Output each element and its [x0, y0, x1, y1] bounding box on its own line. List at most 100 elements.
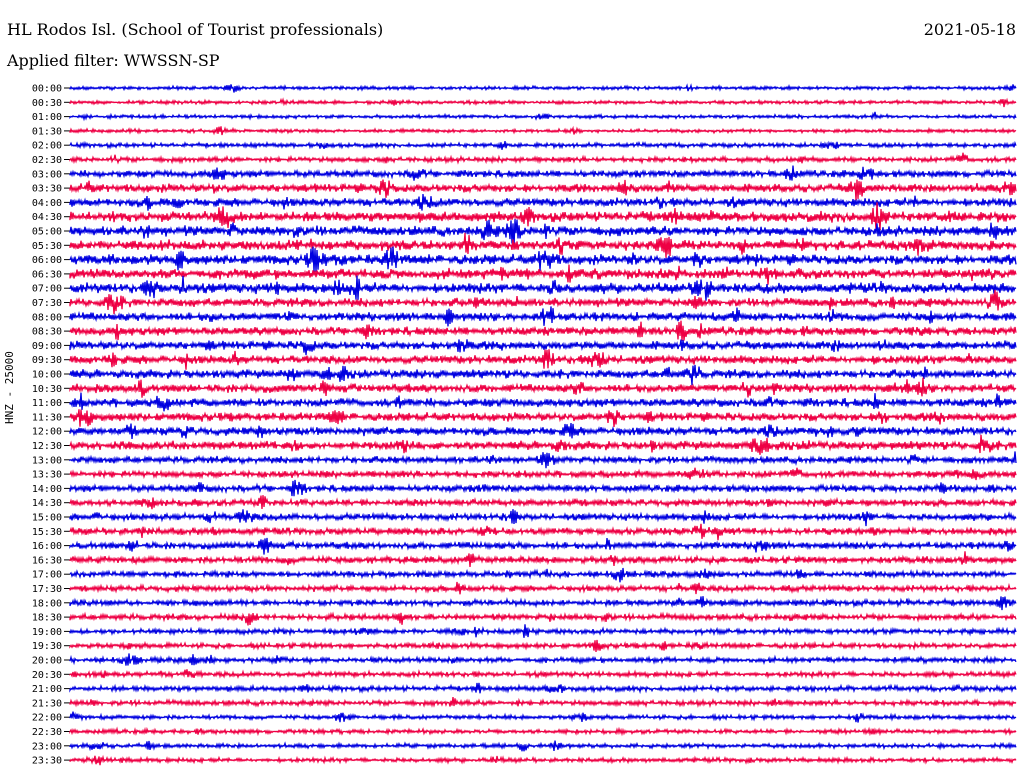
seismic-trace [69, 479, 1017, 497]
time-label: 20:30 [32, 670, 62, 681]
seismic-trace [69, 264, 1017, 285]
seismic-trace [69, 179, 1017, 201]
time-label: 14:30 [32, 498, 62, 509]
seismic-trace [69, 409, 1017, 427]
seismic-trace [69, 551, 1017, 568]
filter-label: Applied filter: WWSSN-SP [7, 51, 220, 70]
seismic-trace [69, 740, 1017, 752]
seismic-trace [69, 697, 1017, 709]
seismic-trace [69, 422, 1017, 440]
seismic-trace [69, 193, 1017, 211]
seismic-trace [69, 495, 1017, 510]
seismic-trace [69, 639, 1017, 652]
time-label: 23:00 [32, 741, 62, 752]
time-label: 01:30 [32, 126, 62, 137]
time-label: 08:00 [32, 312, 62, 323]
seismic-trace [69, 726, 1017, 737]
seismic-trace [69, 467, 1017, 481]
time-label: 03:30 [32, 184, 62, 195]
time-label: 05:00 [32, 227, 62, 238]
seismic-trace [69, 306, 1017, 327]
time-label: 13:00 [32, 455, 62, 466]
seismic-trace [69, 611, 1017, 626]
time-label: 06:00 [32, 255, 62, 266]
seismic-trace [69, 320, 1017, 341]
time-label: 14:00 [32, 484, 62, 495]
time-label: 02:00 [32, 141, 62, 152]
time-label: 00:00 [32, 84, 62, 95]
seismic-trace [69, 581, 1017, 595]
time-label: 18:00 [32, 598, 62, 609]
time-label: 19:30 [32, 641, 62, 652]
time-label: 12:30 [32, 441, 62, 452]
seismic-trace [69, 567, 1017, 583]
time-label: 09:30 [32, 355, 62, 366]
time-label: 21:00 [32, 684, 62, 695]
seismic-trace [69, 364, 1017, 386]
seismic-trace [69, 219, 1017, 247]
seismic-trace [69, 711, 1017, 723]
time-label: 07:30 [32, 298, 62, 309]
seismic-trace [69, 275, 1017, 301]
time-label: 05:30 [32, 241, 62, 252]
time-label: 11:00 [32, 398, 62, 409]
seismic-trace [69, 246, 1017, 273]
seismic-trace [69, 509, 1017, 527]
seismic-trace [69, 537, 1017, 555]
time-label: 02:30 [32, 155, 62, 166]
seismic-trace [69, 202, 1017, 231]
time-label: 17:00 [32, 570, 62, 581]
seismic-trace [69, 682, 1017, 695]
seismic-trace [69, 451, 1017, 469]
seismic-trace [69, 754, 1017, 766]
time-label: 20:00 [32, 656, 62, 667]
time-label: 00:30 [32, 98, 62, 109]
seismic-trace [69, 624, 1017, 638]
time-label: 10:30 [32, 384, 62, 395]
time-label: 03:00 [32, 169, 62, 180]
seismic-trace [69, 97, 1017, 108]
time-label: 19:00 [32, 627, 62, 638]
time-label: 04:30 [32, 212, 62, 223]
seismic-trace [69, 668, 1017, 680]
time-label: 01:00 [32, 112, 62, 123]
seismic-trace [69, 523, 1017, 541]
seismic-trace [69, 653, 1017, 666]
time-label: 22:00 [32, 713, 62, 724]
seismic-trace [69, 140, 1017, 150]
seismic-trace [69, 596, 1017, 611]
time-label: 18:30 [32, 613, 62, 624]
seismic-trace [69, 125, 1017, 136]
seismic-trace [69, 392, 1017, 412]
seismic-trace [69, 111, 1017, 122]
station-title: HL Rodos Isl. (School of Tourist profess… [7, 20, 384, 39]
time-label: 16:30 [32, 555, 62, 566]
time-label: 08:30 [32, 327, 62, 338]
seismic-trace [69, 339, 1017, 356]
time-label: 13:30 [32, 470, 62, 481]
time-label: 09:00 [32, 341, 62, 352]
seismic-trace [69, 434, 1017, 455]
seismic-trace [69, 377, 1017, 398]
seismic-trace [69, 152, 1017, 165]
seismic-trace [69, 165, 1017, 181]
time-label: 10:00 [32, 370, 62, 381]
time-label: 04:00 [32, 198, 62, 209]
seismic-trace [69, 349, 1017, 370]
time-label: 15:30 [32, 527, 62, 538]
time-label: 22:30 [32, 727, 62, 738]
time-label: 12:00 [32, 427, 62, 438]
time-label: 11:30 [32, 412, 62, 423]
seismic-trace [69, 289, 1017, 315]
seismic-trace [69, 83, 1017, 93]
time-label: 15:00 [32, 513, 62, 524]
time-label: 17:30 [32, 584, 62, 595]
date-label: 2021-05-18 [923, 20, 1016, 39]
time-label: 06:30 [32, 269, 62, 280]
time-label: 07:00 [32, 284, 62, 295]
time-label: 21:30 [32, 698, 62, 709]
time-label: 16:00 [32, 541, 62, 552]
time-label: 23:30 [32, 756, 62, 767]
seismic-trace [69, 232, 1017, 258]
